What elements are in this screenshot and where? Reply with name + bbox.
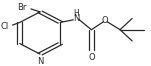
Text: Cl: Cl bbox=[0, 22, 8, 31]
Text: N: N bbox=[73, 14, 79, 23]
Text: N: N bbox=[37, 57, 43, 66]
Text: Br: Br bbox=[17, 3, 26, 12]
Text: O: O bbox=[102, 16, 108, 25]
Text: O: O bbox=[88, 53, 95, 62]
Text: H: H bbox=[73, 9, 79, 18]
